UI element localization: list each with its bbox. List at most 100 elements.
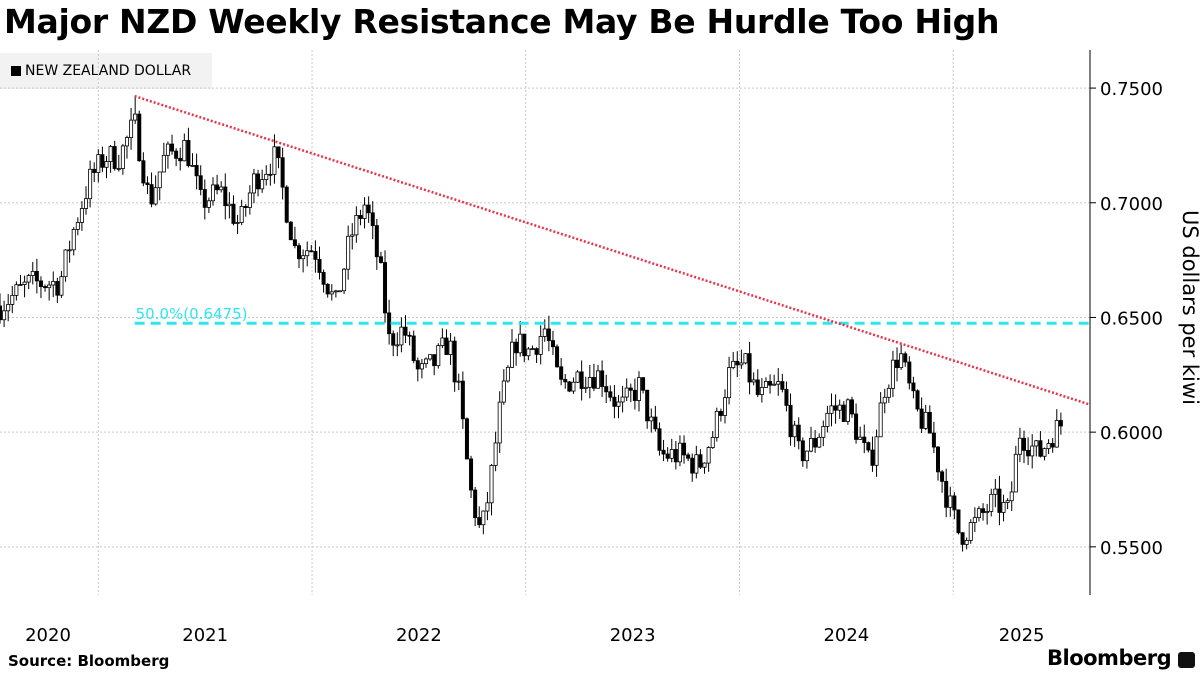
candle-down (1050, 443, 1055, 448)
candle-down (747, 353, 752, 383)
candle-up (776, 381, 781, 385)
candle-down (780, 381, 785, 390)
candle-up (157, 171, 162, 189)
candle-up (395, 344, 400, 347)
candle-down (174, 150, 179, 159)
candle-down (546, 328, 551, 342)
candle-up (493, 442, 498, 466)
candle-up (829, 405, 834, 414)
candle-down (591, 377, 596, 389)
candle-down (657, 428, 662, 451)
y-tick-label: 0.6000 (1100, 423, 1163, 444)
candle-down (415, 360, 420, 370)
candle-up (67, 249, 72, 252)
candle-up (636, 377, 641, 401)
candle-up (120, 145, 125, 169)
resistance-trendline (134, 94, 1091, 406)
candle-down (682, 442, 687, 456)
candle-up (882, 396, 887, 404)
candle-up (182, 139, 187, 162)
candle-up (792, 424, 797, 438)
candle-down (288, 221, 293, 241)
candle-up (47, 284, 52, 289)
candle-down (223, 186, 228, 207)
candle-down (522, 333, 527, 357)
candle-up (165, 143, 170, 156)
candle-up (354, 215, 359, 236)
candle-up (702, 462, 707, 468)
candle-down (215, 184, 220, 191)
candle-down (841, 404, 846, 422)
candle-down (796, 424, 801, 442)
candle-up (305, 250, 310, 257)
candle-up (247, 192, 252, 208)
candle-up (489, 464, 494, 504)
candle-up (727, 367, 732, 399)
candle-down (768, 381, 773, 386)
candle-down (813, 437, 818, 448)
candle-up (14, 284, 19, 296)
candle-up (26, 275, 31, 283)
x-tick-label: 2023 (610, 625, 656, 646)
candle-down (903, 353, 908, 363)
x-tick-label: 2022 (396, 625, 442, 646)
candle-down (579, 371, 584, 389)
candle-up (59, 276, 64, 296)
candle-down (628, 387, 633, 391)
candle-up (706, 447, 711, 464)
candle-down (1026, 449, 1031, 457)
candle-up (79, 208, 84, 223)
candle-up (587, 377, 592, 388)
candle-up (1034, 440, 1039, 447)
candle-up (239, 205, 244, 223)
candle-down (137, 113, 142, 162)
candle-up (206, 200, 211, 208)
candle-down (149, 184, 154, 205)
candle-down (198, 175, 203, 190)
candle-down (604, 386, 609, 393)
candle-down (186, 139, 191, 167)
candle-up (886, 387, 891, 398)
candle-down (309, 250, 314, 253)
candle-up (124, 137, 129, 147)
candle-down (374, 225, 379, 258)
candle-up (1054, 420, 1059, 448)
candle-up (759, 387, 764, 395)
candle-down (907, 361, 912, 384)
candle-down (178, 157, 183, 162)
candle-up (821, 426, 826, 438)
candle-up (845, 399, 850, 422)
candle-up (710, 436, 715, 448)
candle-down (407, 334, 412, 337)
candle-down (698, 454, 703, 468)
candle-down (194, 165, 199, 177)
candle-up (583, 386, 588, 389)
candle-up (485, 502, 490, 512)
candle-up (575, 371, 580, 383)
candle-up (809, 437, 814, 452)
candle-down (550, 340, 555, 348)
candle-down (849, 399, 854, 415)
candle-up (542, 328, 547, 337)
y-tick-label: 0.7500 (1100, 79, 1163, 100)
candle-up (428, 354, 433, 360)
candle-up (968, 522, 973, 541)
candle-down (1038, 440, 1043, 457)
chart-title: Major NZD Weekly Resistance May Be Hurdl… (4, 2, 1000, 41)
candle-down (612, 396, 617, 407)
candle-up (30, 270, 35, 276)
candle-up (6, 304, 11, 312)
candle-up (739, 362, 744, 366)
x-tick-label: 2024 (823, 625, 869, 646)
candle-down (735, 360, 740, 366)
candle-up (346, 235, 351, 270)
candle-up (1017, 437, 1022, 455)
candle-down (100, 154, 105, 168)
candle-up (538, 336, 543, 355)
candle-down (280, 157, 285, 188)
candle-down (895, 359, 900, 369)
candle-down (145, 182, 150, 185)
candle-up (899, 353, 904, 369)
brand-logo: Bloomberg (1047, 646, 1172, 670)
